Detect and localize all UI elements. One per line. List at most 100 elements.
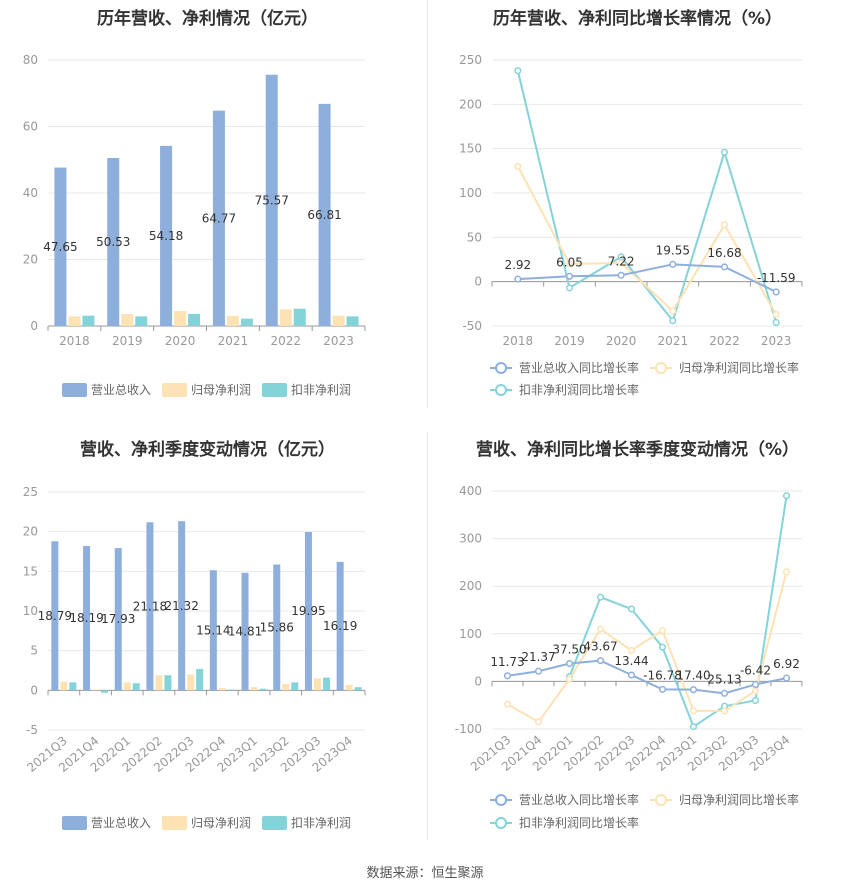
data-point bbox=[720, 148, 729, 156]
x-tick-label: 2021 bbox=[658, 334, 689, 348]
bar bbox=[188, 314, 201, 326]
bar bbox=[92, 689, 100, 691]
bar bbox=[54, 167, 67, 326]
annual-growth-line-chart: -50 0 50 100 150 200 250 2018 2019 2020 2021 2022 20… bbox=[459, 53, 803, 397]
y-tick-label: 0 bbox=[474, 275, 482, 289]
series-line bbox=[516, 70, 778, 323]
data-point bbox=[720, 221, 729, 229]
data-label: 43.67 bbox=[583, 640, 617, 654]
legend-swatch bbox=[495, 384, 507, 396]
data-label: 17.40 bbox=[676, 669, 710, 683]
bar bbox=[160, 145, 173, 326]
x-tick-label: 2019 bbox=[554, 334, 585, 348]
legend-label: 营业总收入 bbox=[91, 816, 151, 830]
legend-swatch bbox=[62, 383, 87, 397]
annual-growth-panel: 历年营收、净利同比增长率情况（%） -50 0 50 100 150 200 250 2018… bbox=[425, 0, 850, 415]
bar bbox=[218, 687, 226, 691]
data-point bbox=[627, 646, 636, 655]
bar bbox=[313, 678, 321, 691]
data-label: 6.92 bbox=[773, 657, 800, 671]
data-point bbox=[720, 263, 729, 271]
data-label: -16.78 bbox=[643, 668, 682, 682]
y-tick-label: 0 bbox=[30, 683, 38, 697]
data-point bbox=[782, 568, 791, 576]
bar bbox=[259, 688, 267, 691]
bar bbox=[83, 546, 91, 691]
data-point bbox=[689, 707, 698, 715]
x-tick-label: 2018 bbox=[59, 334, 90, 348]
annual-bar-chart: 0 20 40 60 80 2018 2019 2020 2021 2022 2023 47.65 50… bbox=[23, 53, 366, 397]
legend-swatch bbox=[262, 383, 287, 397]
x-tick-label: 2023 bbox=[761, 334, 792, 348]
annual-revenue-profit-panel: 历年营收、净利情况（亿元） 0 20 40 60 80 2018 2019 2020 2021 2… bbox=[0, 0, 425, 415]
bar bbox=[178, 521, 186, 691]
legend-swatch bbox=[162, 383, 187, 397]
legend-swatch bbox=[495, 794, 507, 806]
data-label: 64.77 bbox=[202, 211, 236, 225]
bar bbox=[336, 561, 344, 691]
data-point bbox=[596, 593, 605, 601]
data-label: 17.93 bbox=[101, 612, 135, 626]
x-tick-label: 2020 bbox=[165, 334, 196, 348]
bar bbox=[209, 570, 217, 691]
x-tick-label: 2022 bbox=[709, 334, 740, 348]
data-point bbox=[503, 700, 512, 708]
legend-label: 扣非净利润 bbox=[291, 816, 351, 830]
data-label: 21.37 bbox=[521, 650, 555, 664]
data-label: 47.65 bbox=[43, 240, 77, 254]
data-point bbox=[751, 687, 760, 695]
bar bbox=[101, 690, 109, 693]
data-point bbox=[772, 318, 780, 327]
quarterly-growth-panel: 营收、净利同比增长率季度变动情况（%） -100 0 100 200 300 400 202… bbox=[425, 425, 850, 850]
y-tick-label: 250 bbox=[459, 53, 482, 67]
bar bbox=[68, 316, 81, 326]
bar bbox=[273, 564, 281, 691]
y-tick-label: 150 bbox=[459, 142, 482, 156]
bar bbox=[135, 316, 148, 326]
legend-swatch bbox=[495, 362, 507, 374]
bar bbox=[123, 682, 131, 691]
data-label: 37.50 bbox=[552, 643, 586, 657]
bar bbox=[240, 318, 253, 326]
legend-swatch bbox=[62, 816, 87, 830]
bar bbox=[114, 548, 122, 691]
bar bbox=[346, 316, 359, 326]
y-tick-label: 20 bbox=[23, 253, 38, 267]
chart-title: 历年营收、净利情况（亿元） bbox=[97, 9, 318, 29]
y-tick-label: 15 bbox=[23, 564, 38, 578]
data-label: -11.59 bbox=[757, 271, 796, 285]
bar bbox=[69, 682, 77, 691]
data-point bbox=[565, 272, 574, 280]
series-line bbox=[516, 165, 778, 315]
bar bbox=[107, 157, 120, 326]
bar bbox=[155, 675, 163, 691]
y-tick-label: 40 bbox=[23, 186, 38, 200]
data-label: 13.44 bbox=[614, 654, 648, 668]
legend-swatch bbox=[262, 816, 287, 830]
data-label: 66.81 bbox=[307, 208, 341, 222]
bar bbox=[322, 677, 330, 691]
y-tick-label: -50 bbox=[462, 319, 482, 333]
bar bbox=[196, 668, 204, 691]
data-point bbox=[617, 271, 625, 279]
y-tick-label: 60 bbox=[23, 120, 38, 134]
x-tick-label: 2019 bbox=[112, 334, 143, 348]
data-label: 16.68 bbox=[707, 246, 741, 260]
bar bbox=[345, 684, 353, 691]
y-tick-label: 100 bbox=[459, 186, 482, 200]
data-point bbox=[772, 288, 780, 296]
data-label: 75.57 bbox=[255, 193, 289, 207]
x-tick-label: 2020 bbox=[606, 334, 637, 348]
data-point bbox=[751, 680, 760, 689]
series-line bbox=[568, 495, 788, 729]
legend-label: 扣非净利润同比增长率 bbox=[519, 815, 639, 830]
data-point bbox=[627, 605, 636, 613]
bar bbox=[354, 687, 362, 691]
data-point bbox=[565, 660, 574, 668]
y-tick-label: -5 bbox=[26, 723, 38, 737]
bar bbox=[265, 74, 278, 326]
data-point bbox=[565, 675, 574, 683]
quarterly-bar-chart: -505101520252021Q32021Q42022Q12022Q22022… bbox=[23, 485, 366, 830]
bar bbox=[332, 315, 345, 326]
y-tick-label: 200 bbox=[459, 97, 482, 111]
